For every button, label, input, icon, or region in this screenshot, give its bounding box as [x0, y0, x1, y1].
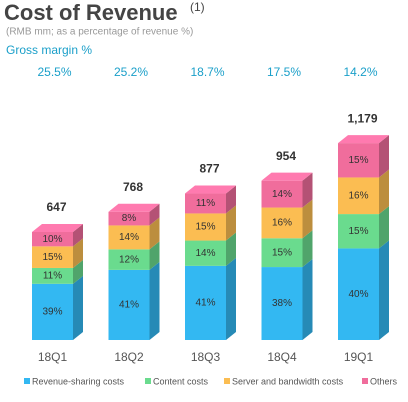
title-note: (1): [190, 0, 205, 14]
x-tick-label: 18Q4: [267, 350, 297, 364]
total-label: 768: [123, 180, 143, 194]
segment-label: 41%: [119, 300, 139, 311]
segment-label: 15%: [195, 222, 215, 233]
total-label: 647: [46, 200, 66, 214]
bar-side: [379, 169, 389, 215]
bar-side: [379, 135, 389, 178]
gross-margin-label: Gross margin %: [6, 43, 92, 57]
bar-side: [302, 230, 313, 268]
bar-top: [108, 203, 160, 212]
legend-label: Server and bandwidth costs: [232, 376, 344, 386]
total-label: 1,179: [347, 111, 377, 125]
gross-margin-value: 25.2%: [114, 65, 148, 79]
bar-segment: [338, 177, 379, 215]
legend-swatch: [24, 378, 30, 384]
segment-label: 11%: [196, 198, 215, 209]
segment-label: 12%: [119, 254, 139, 265]
bar-segment: [32, 283, 73, 340]
legend-label: Others: [370, 376, 398, 386]
x-tick-label: 18Q3: [191, 350, 221, 364]
legend-swatch: [145, 378, 151, 384]
bar-segment: [185, 193, 226, 214]
bar-segment: [185, 265, 226, 340]
bar-side: [226, 257, 236, 340]
legend-swatch: [224, 378, 230, 384]
segment-label: 15%: [348, 226, 368, 237]
segment-label: 16%: [272, 218, 292, 229]
bar-side: [73, 223, 83, 247]
gross-margin-value: 25.5%: [37, 65, 71, 79]
legend-label: Revenue-sharing costs: [32, 376, 125, 386]
legend-swatch: [362, 378, 368, 384]
x-tick-label: 18Q1: [38, 350, 68, 364]
bar-segment: [338, 143, 379, 178]
bar-top: [338, 135, 389, 144]
gross-margin-value: 17.5%: [267, 65, 301, 79]
bar-segment: [32, 231, 73, 247]
gross-margin-value: 14.2%: [343, 65, 377, 79]
bar-segment: [338, 214, 379, 249]
bar-segment: [338, 248, 379, 340]
bar-side: [226, 185, 236, 214]
bar-segment: [108, 225, 150, 250]
bar-side: [73, 275, 83, 340]
segment-label: 15%: [348, 155, 368, 166]
bar-side: [226, 232, 236, 266]
bar-segment: [261, 180, 303, 208]
segment-label: 10%: [42, 234, 62, 245]
segment-label: 14%: [119, 232, 139, 243]
segment-label: 14%: [195, 248, 215, 259]
bar-segment: [185, 213, 226, 241]
bar-top: [261, 172, 313, 181]
segment-label: 15%: [42, 252, 62, 263]
bar-segment: [32, 267, 73, 284]
segment-label: 8%: [122, 213, 137, 224]
segment-label: 11%: [43, 271, 62, 282]
total-label: 877: [199, 162, 219, 176]
bar-side: [379, 240, 389, 340]
bar-side: [73, 259, 83, 284]
x-tick-label: 18Q2: [114, 350, 144, 364]
bar-segment: [32, 246, 73, 268]
bar-side: [302, 259, 313, 340]
segment-label: 40%: [348, 289, 368, 300]
bar-side: [302, 172, 313, 208]
x-tick-label: 19Q1: [344, 350, 374, 364]
legend-label: Content costs: [153, 376, 209, 386]
bar-segment: [108, 211, 150, 226]
bar-side: [149, 241, 160, 270]
bar-segment: [261, 267, 303, 340]
segment-label: 41%: [195, 298, 215, 309]
segment-label: 15%: [272, 247, 292, 258]
chart-title: Cost of Revenue: [4, 0, 178, 25]
bar-side: [226, 205, 236, 241]
segment-label: 38%: [272, 298, 292, 309]
bar-side: [149, 261, 160, 340]
bar-segment: [261, 207, 303, 239]
segment-label: 39%: [42, 307, 62, 318]
bar-segment: [108, 249, 150, 270]
bar-side: [149, 203, 160, 226]
bar-segment: [261, 238, 303, 268]
bar-top: [185, 185, 236, 194]
gross-margin-value: 18.7%: [190, 65, 224, 79]
bar-segment: [108, 269, 150, 340]
segment-label: 14%: [272, 189, 292, 200]
bar-top: [32, 223, 83, 232]
bar-segment: [185, 240, 226, 266]
segment-label: 16%: [348, 190, 368, 201]
total-label: 954: [276, 149, 296, 163]
bar-side: [149, 217, 160, 250]
bar-side: [302, 199, 313, 239]
bar-side: [73, 238, 83, 268]
subtitle: (RMB mm; as a percentage of revenue %): [6, 27, 193, 38]
bar-side: [379, 206, 389, 249]
